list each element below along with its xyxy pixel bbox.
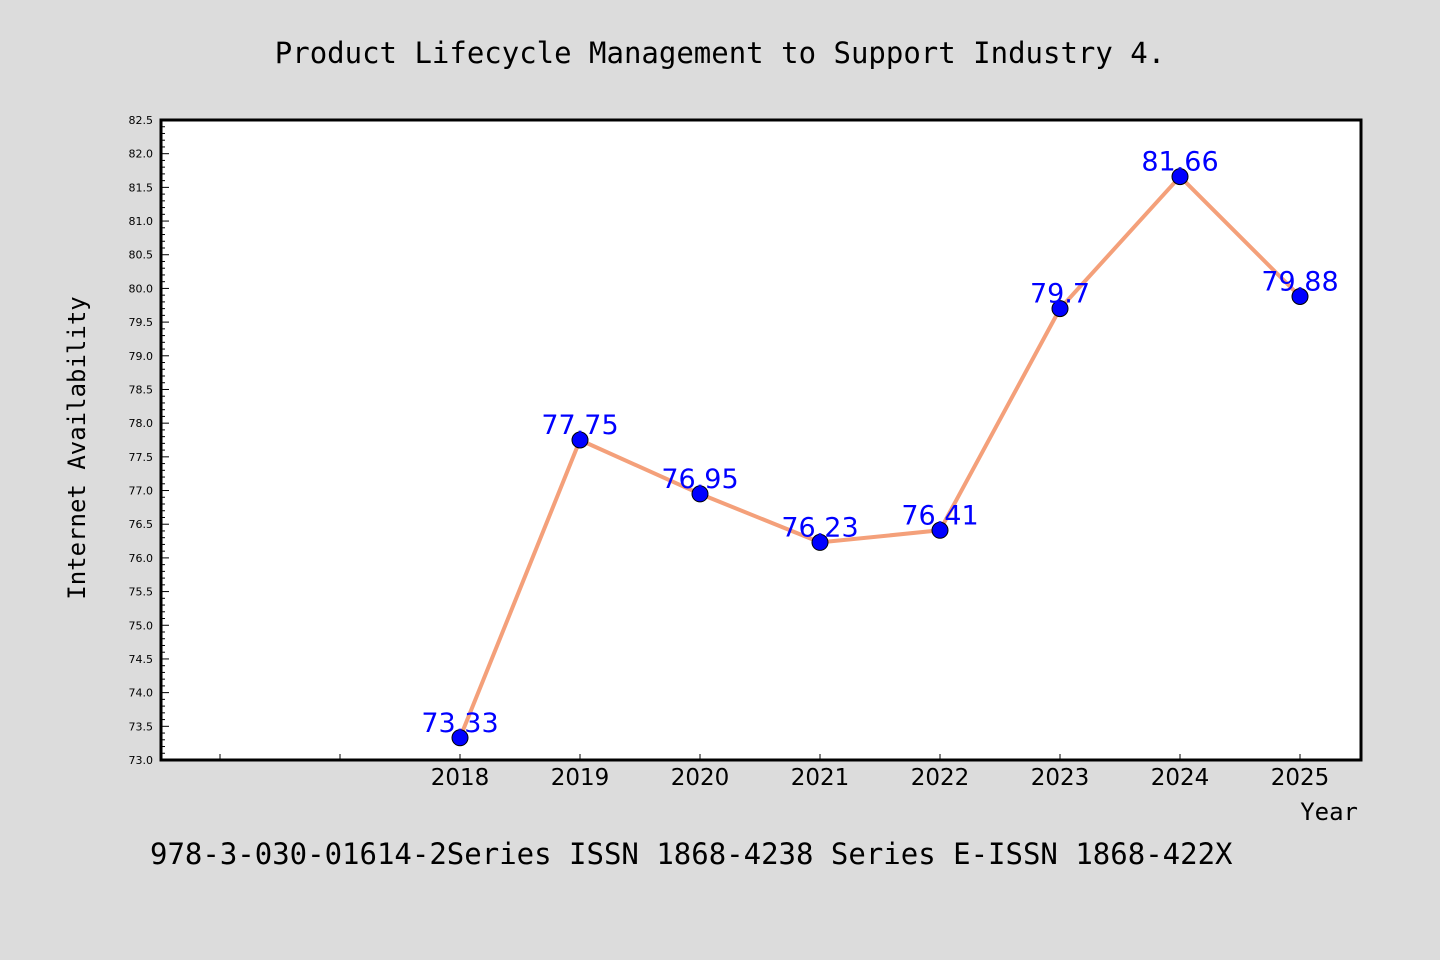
- data-point: [811, 533, 829, 551]
- y-axis: 73.0 73.5 74.0 74.5 75.0 75.5 76.0 76.5 77.0 77.5…: [129, 114, 169, 767]
- y-axis-label: Internet Availability: [63, 296, 91, 599]
- x-tick-label: 2019: [551, 765, 610, 791]
- data-label: 76.41: [901, 500, 978, 531]
- footer-text: 978-3-030-01614-2Series ISSN 1868-4238 S…: [150, 837, 1233, 871]
- y-tick-label: 82.0: [129, 148, 154, 161]
- y-tick-label: 81.5: [129, 181, 154, 194]
- data-point: [1051, 300, 1069, 318]
- y-tick-label: 78.5: [129, 383, 154, 396]
- data-point: [931, 521, 949, 539]
- series-line-group: 73.33 77.75 76.95 76.23 76.41 79.7 81.66 79.88: [421, 147, 1339, 747]
- data-point: [1171, 168, 1189, 186]
- y-tick-label: 73.0: [129, 754, 154, 767]
- y-tick-label: 73.5: [129, 720, 154, 733]
- data-point: [571, 431, 589, 449]
- x-tick-label: 2023: [1031, 765, 1090, 791]
- data-label: 73.33: [421, 708, 498, 739]
- y-tick-label: 76.0: [129, 552, 154, 565]
- x-tick-label: 2021: [791, 765, 850, 791]
- data-label: 81.66: [1141, 147, 1218, 178]
- x-axis-label: Year: [1300, 798, 1358, 826]
- data-point: [451, 729, 469, 747]
- y-tick-label: 81.0: [129, 215, 154, 228]
- data-point: [1291, 288, 1309, 306]
- data-label: 76.23: [781, 512, 858, 543]
- x-tick-label: 2022: [911, 765, 970, 791]
- y-tick-label: 74.0: [129, 687, 154, 700]
- x-axis: 2018 2019 2020 2021 2022 2023 2024 2025: [219, 754, 1330, 791]
- y-tick-label: 79.5: [129, 316, 154, 329]
- data-label: 76.95: [661, 464, 738, 495]
- y-tick-label: 76.5: [129, 518, 154, 531]
- y-tick-label: 80.5: [129, 249, 154, 262]
- y-tick-label: 77.5: [129, 451, 154, 464]
- y-tick-label: 80.0: [129, 282, 154, 295]
- plot-area: [159, 118, 1363, 762]
- y-tick-label: 79.0: [129, 350, 154, 363]
- y-tick-label: 77.0: [129, 485, 154, 498]
- series-line: [458, 174, 1302, 739]
- y-tick-label: 82.5: [129, 114, 154, 127]
- data-label: 77.75: [541, 410, 618, 441]
- x-tick-label: 2020: [671, 765, 730, 791]
- data-label: 79.7: [1030, 279, 1090, 310]
- y-tick-label: 75.5: [129, 586, 154, 599]
- data-label: 79.88: [1261, 267, 1338, 298]
- x-tick-label: 2024: [1151, 765, 1210, 791]
- y-tick-label: 75.0: [129, 619, 154, 632]
- x-tick-label: 2025: [1271, 765, 1330, 791]
- data-point: [691, 485, 709, 503]
- x-tick-label: 2018: [431, 765, 490, 791]
- y-tick-label: 74.5: [129, 653, 154, 666]
- y-tick-label: 78.0: [129, 417, 154, 430]
- chart-title: Product Lifecycle Management to Support …: [275, 36, 1165, 70]
